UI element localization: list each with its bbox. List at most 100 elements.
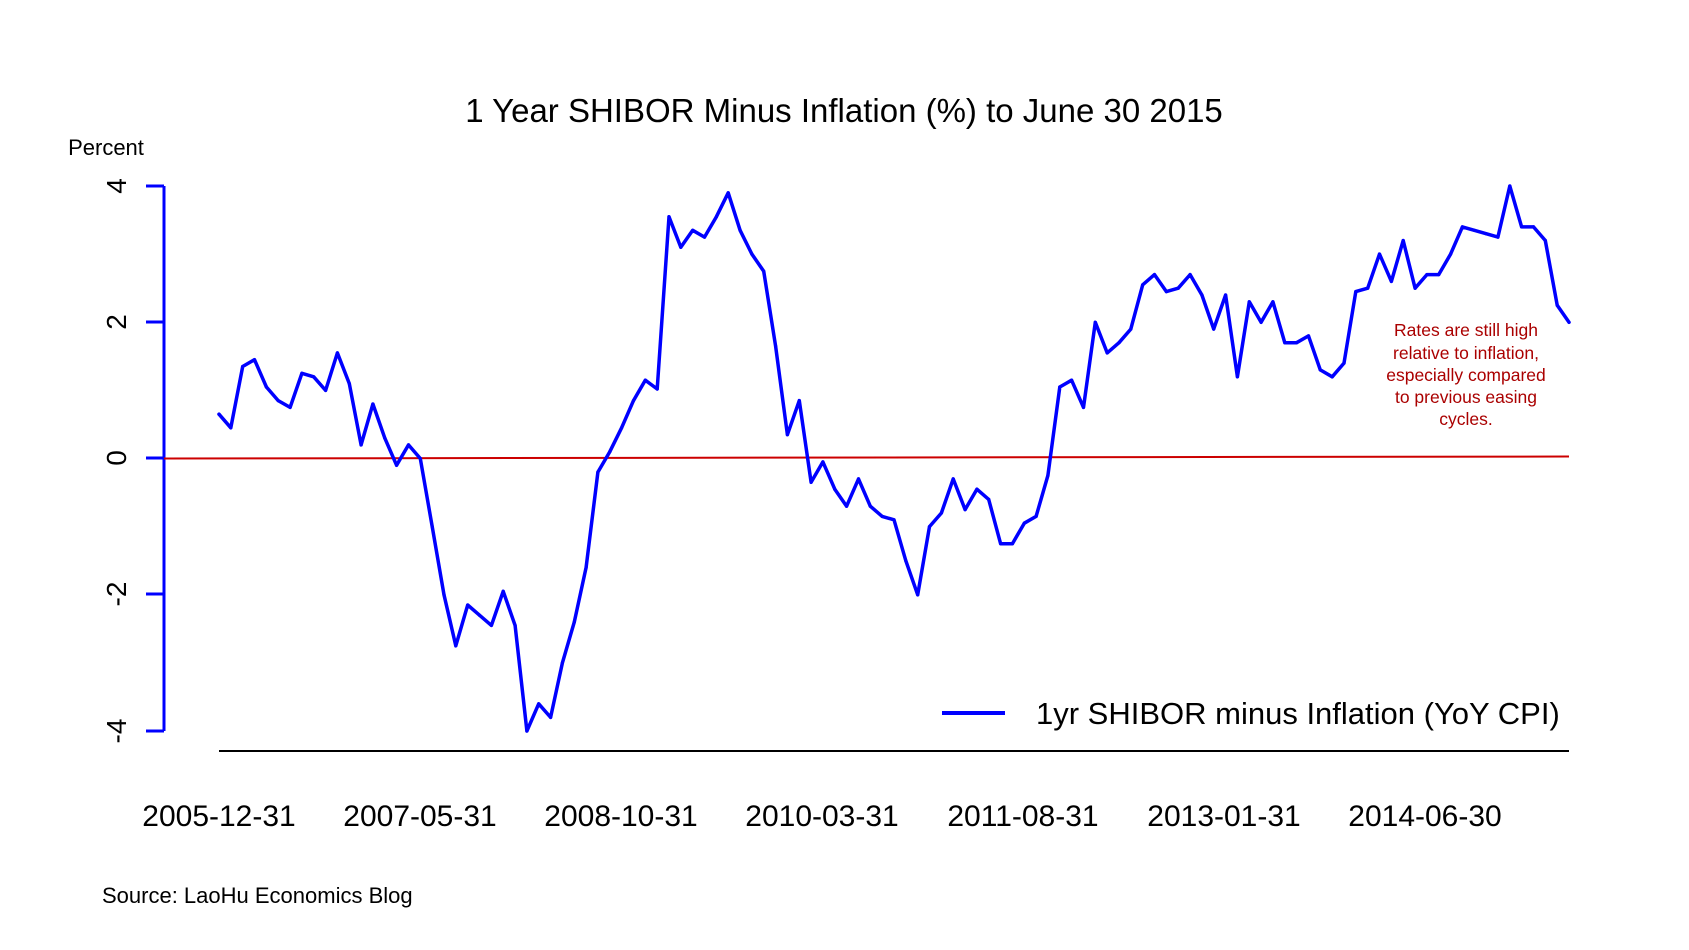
series-point: [643, 378, 647, 382]
series-point: [1389, 279, 1393, 283]
series-point: [252, 358, 257, 362]
chart-title: 1 Year SHIBOR Minus Inflation (%) to Jun…: [465, 92, 1223, 129]
zero-reference-line: [163, 455, 1570, 460]
series-point: [667, 215, 671, 219]
series-point: [1472, 228, 1476, 232]
series-point: [229, 426, 233, 430]
series-point: [738, 228, 742, 232]
series-point: [1271, 300, 1275, 304]
series-point: [1081, 405, 1086, 409]
series-point: [525, 729, 529, 733]
series-point: [1496, 235, 1500, 239]
series-point: [1105, 351, 1109, 355]
x-tick-label: 2005-12-31: [142, 800, 295, 833]
series-point: [1460, 225, 1464, 229]
series-point: [691, 228, 695, 232]
series-point: [1401, 238, 1405, 243]
series-point: [1318, 368, 1322, 372]
series-point: [1531, 225, 1536, 229]
series-point: [1164, 290, 1168, 294]
y-tick-label: -2: [101, 582, 132, 607]
series-point: [1449, 252, 1453, 256]
series-point: [430, 525, 434, 529]
series-point: [442, 593, 446, 597]
series-point: [418, 456, 422, 461]
y-axis-ticks: 4 2 0 -2 -4: [101, 178, 164, 743]
x-tick-label: 2013-01-31: [1147, 800, 1300, 833]
y-tick-label: -4: [101, 719, 132, 744]
series-point: [999, 542, 1003, 546]
series-point: [916, 593, 920, 597]
series-point: [1117, 341, 1121, 345]
series-point: [726, 191, 730, 195]
series-point: [1034, 514, 1038, 519]
series-point: [1555, 303, 1559, 307]
series-point: [845, 504, 849, 508]
series-point: [1520, 225, 1524, 229]
series-point: [1543, 238, 1547, 243]
series-point: [1200, 293, 1204, 297]
series-point: [1437, 273, 1441, 277]
series-point: [892, 518, 896, 522]
series-point: [1330, 375, 1334, 379]
annotation-line: especially compared: [1386, 365, 1546, 385]
series-point: [856, 477, 861, 481]
series-point: [951, 477, 955, 481]
series-point: [1224, 293, 1228, 297]
y-tick-label: 0: [101, 450, 132, 466]
x-axis-tick-labels: 2005-12-31 2007-05-31 2008-10-31 2010-03…: [142, 800, 1501, 833]
series-point: [501, 589, 505, 593]
series-point: [1366, 286, 1370, 290]
series-point: [809, 480, 813, 484]
series-point: [395, 463, 399, 467]
series-point: [537, 702, 541, 706]
series-point: [264, 385, 268, 389]
series-point: [1425, 273, 1429, 277]
series-point: [1046, 473, 1050, 478]
series-point: [1141, 283, 1145, 287]
series-point: [620, 426, 624, 430]
series-point: [1306, 334, 1311, 338]
series-point: [1093, 320, 1097, 324]
series-point: [1484, 232, 1488, 236]
series-point: [714, 215, 719, 219]
series-point: [904, 559, 908, 563]
series-point: [1058, 385, 1062, 389]
series-point: [572, 620, 576, 624]
series-point: [596, 470, 600, 474]
series-point: [288, 405, 292, 409]
x-tick-label: 2007-05-31: [343, 800, 496, 833]
series-point: [477, 613, 482, 617]
series-point: [1354, 290, 1358, 294]
series-point: [1235, 375, 1239, 379]
series-point: [454, 644, 458, 648]
series-point: [1567, 320, 1571, 324]
series-point: [774, 344, 778, 348]
annotation-line: to previous easing: [1395, 387, 1537, 407]
series-point: [1413, 286, 1417, 290]
series-point: [1070, 378, 1074, 382]
series-point: [1295, 341, 1299, 345]
series-point: [1010, 542, 1015, 546]
series-point: [1152, 273, 1157, 277]
series-point: [347, 382, 351, 386]
series-point: [549, 715, 553, 720]
series-point: [1377, 252, 1382, 256]
y-tick-label: 2: [101, 314, 132, 330]
series-point: [312, 375, 316, 379]
x-tick-label: 2010-03-31: [745, 800, 898, 833]
series-point: [797, 399, 801, 403]
y-axis-label: Percent: [68, 135, 144, 160]
series-point: [868, 504, 872, 508]
series-point: [631, 399, 636, 403]
series-point: [1508, 184, 1512, 188]
series-point: [1259, 320, 1263, 324]
series-point: [406, 443, 411, 447]
series-point: [880, 514, 884, 519]
series-point: [466, 603, 470, 607]
series-point: [655, 387, 659, 391]
series-point: [560, 661, 565, 665]
series-point: [217, 412, 221, 416]
legend: 1yr SHIBOR minus Inflation (YoY CPI): [942, 696, 1560, 731]
